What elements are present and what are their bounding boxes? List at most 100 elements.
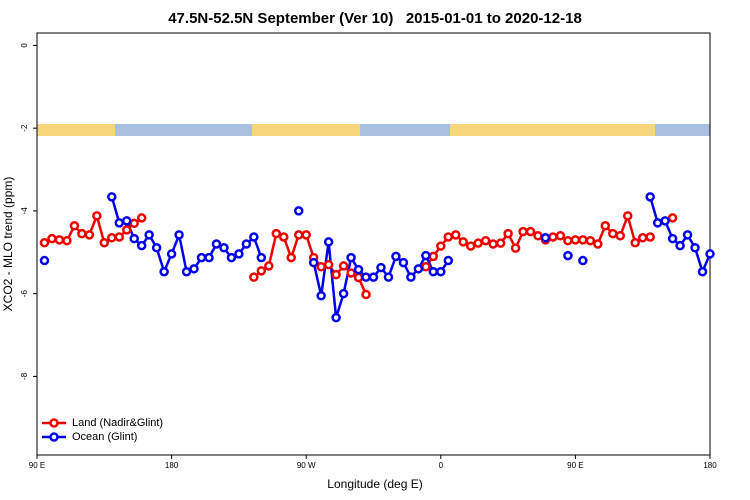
data-point: [488, 239, 498, 249]
data-point: [346, 252, 356, 263]
data-point: [54, 235, 65, 245]
data-point: [39, 255, 50, 266]
data-point: [308, 257, 319, 268]
data-point: [249, 272, 259, 282]
data-point: [331, 312, 341, 323]
data-point: [211, 239, 222, 249]
series-line: [45, 216, 673, 295]
data-point: [667, 213, 678, 223]
data-point: [675, 240, 685, 251]
data-point: [271, 228, 282, 239]
data-point: [264, 261, 274, 271]
data-point: [637, 233, 648, 243]
data-point: [376, 262, 386, 273]
data-point: [451, 230, 461, 240]
land-ocean-strip: [37, 124, 710, 136]
data-point: [151, 242, 162, 253]
x-tick-label: 90 W: [297, 461, 316, 470]
y-tick-label: -8: [20, 372, 29, 380]
data-point: [563, 250, 573, 261]
data-point: [682, 230, 693, 240]
data-point: [361, 272, 371, 282]
data-point: [256, 266, 267, 276]
data-point: [77, 228, 87, 239]
data-point: [219, 242, 229, 253]
data-point: [136, 240, 147, 251]
data-point: [413, 264, 424, 274]
data-point: [555, 230, 566, 241]
y-tick-label: 0: [20, 43, 29, 48]
data-point: [279, 232, 289, 242]
data-point: [503, 228, 513, 239]
data-point: [428, 251, 439, 262]
y-tick-label: -4: [20, 207, 29, 215]
data-point: [121, 225, 132, 235]
data-point: [114, 218, 125, 228]
data-point: [293, 230, 304, 240]
data-point: [398, 257, 409, 268]
legend-marker: [49, 418, 59, 428]
data-point: [189, 264, 199, 274]
data-point: [114, 232, 125, 242]
data-point: [62, 235, 72, 246]
plot-frame: [36, 32, 711, 456]
legend-label: Land (Nadir&Glint): [72, 417, 163, 429]
data-point: [600, 221, 611, 231]
data-point: [361, 289, 371, 300]
data-point: [608, 228, 618, 239]
data-point: [593, 239, 603, 249]
x-tick-label: 180: [165, 461, 179, 470]
data-point: [293, 206, 304, 216]
x-tick-label: 180: [703, 461, 717, 470]
data-point: [563, 235, 573, 246]
y-tick-label: -6: [20, 290, 29, 298]
data-point: [107, 233, 117, 243]
data-point: [121, 216, 132, 226]
data-point: [585, 235, 596, 246]
data-point: [533, 230, 543, 241]
data-point: [421, 250, 431, 261]
data-point: [667, 233, 678, 244]
data-point: [406, 272, 416, 282]
y-axis-label: XCO2 - MLO trend (ppm): [1, 177, 15, 312]
data-point: [226, 252, 237, 263]
data-point: [316, 290, 326, 301]
legend-marker: [49, 432, 59, 442]
data-point: [338, 288, 349, 299]
data-point: [652, 218, 663, 228]
data-point: [443, 232, 454, 242]
data-point: [181, 266, 192, 277]
data-point: [705, 249, 715, 259]
legend-label: Ocean (Glint): [72, 431, 137, 443]
data-point: [443, 255, 454, 266]
data-point: [323, 259, 334, 270]
data-point: [159, 266, 169, 277]
data-point: [316, 262, 326, 272]
data-point: [391, 251, 401, 262]
data-point: [578, 255, 588, 266]
data-point: [645, 232, 655, 242]
data-point: [622, 211, 633, 221]
data-point: [540, 233, 551, 243]
data-point: [234, 249, 244, 259]
data-point: [196, 252, 207, 263]
data-point: [99, 238, 110, 248]
data-point: [473, 238, 483, 248]
data-point: [495, 238, 506, 248]
data-point: [615, 230, 626, 241]
data-point: [174, 230, 184, 240]
x-axis-label: Longitude (deg E): [327, 477, 422, 491]
x-tick-label: 90 E: [567, 461, 583, 470]
x-tick-label: 90 E: [29, 461, 45, 470]
data-point: [241, 239, 252, 249]
data-point: [510, 243, 521, 253]
data-point: [690, 242, 700, 253]
chart-title: 47.5N-52.5N September (Ver 10) 2015-01-0…: [168, 10, 582, 27]
data-point: [436, 266, 446, 277]
data-point: [421, 262, 431, 272]
data-point: [428, 266, 439, 277]
data-point: [697, 266, 708, 277]
data-point: [383, 272, 394, 282]
data-point: [346, 268, 356, 278]
